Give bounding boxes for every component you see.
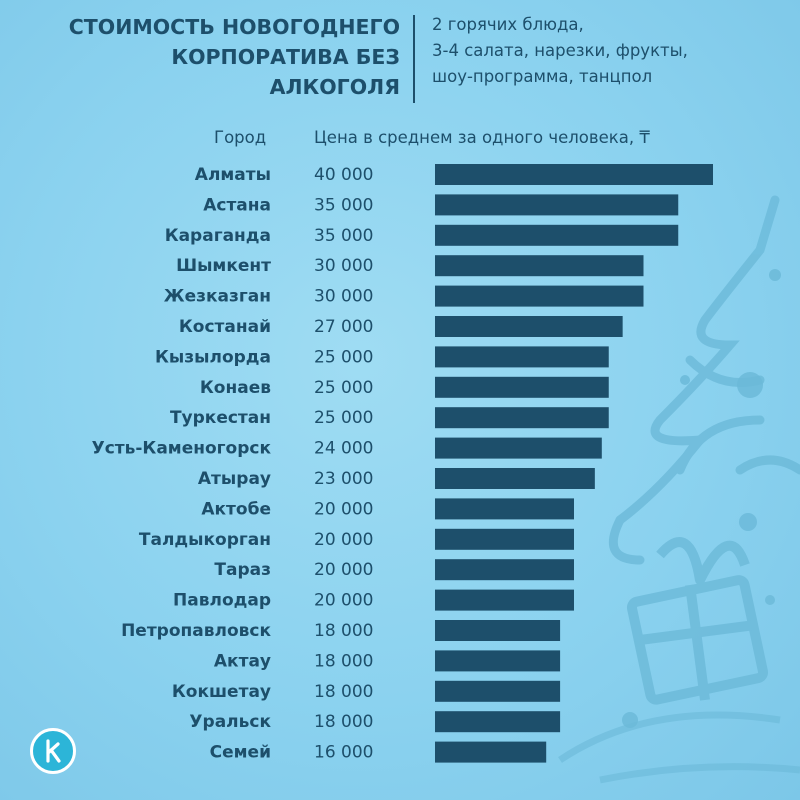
value-label: 30 000: [314, 256, 373, 276]
category-label: Кызылорда: [155, 347, 271, 367]
bar: [435, 559, 574, 581]
value-label: 35 000: [314, 195, 373, 215]
bar: [435, 316, 623, 337]
logo: [30, 728, 76, 774]
bar: [435, 346, 609, 368]
city-column-header: Город: [214, 128, 267, 147]
bar: [435, 528, 574, 550]
title-line-1: СТОИМОСТЬ НОВОГОДНЕГО: [68, 15, 400, 39]
price-column-header: Цена в среднем за одного человека, ₸: [314, 128, 650, 147]
title-line-3: АЛКОГОЛЯ: [269, 75, 400, 99]
bar: [435, 711, 561, 733]
value-label: 18 000: [314, 651, 373, 671]
category-label: Уральск: [189, 712, 271, 732]
bar: [435, 498, 574, 520]
category-label: Астана: [203, 195, 271, 215]
bar: [435, 650, 561, 672]
category-label: Талдыкорган: [139, 530, 271, 550]
subtitle-line-3: шоу-программа, танцпол: [432, 67, 653, 86]
category-label: Караганда: [165, 226, 271, 246]
bar: [435, 285, 644, 307]
bar: [435, 224, 679, 246]
value-label: 24 000: [314, 439, 373, 459]
bar: [435, 589, 574, 611]
bar: [435, 407, 609, 429]
bar: [435, 255, 644, 277]
category-label: Павлодар: [173, 591, 271, 611]
value-label: 20 000: [314, 530, 373, 550]
category-label: Актобе: [201, 499, 271, 519]
title-line-2: КОРПОРАТИВА БЕЗ: [171, 45, 400, 69]
value-label: 16 000: [314, 743, 373, 763]
value-label: 20 000: [314, 591, 373, 611]
value-label: 25 000: [314, 378, 373, 398]
value-label: 20 000: [314, 560, 373, 580]
category-label: Шымкент: [176, 256, 271, 276]
k-letter-icon: [46, 739, 61, 763]
subtitle-line-1: 2 горячих блюда,: [432, 15, 584, 34]
category-label: Актау: [214, 651, 271, 671]
category-label: Костанай: [179, 317, 271, 337]
bar: [435, 437, 602, 459]
value-label: 18 000: [314, 621, 373, 641]
subtitle-line-2: 3-4 салата, нарезки, фрукты,: [432, 41, 688, 60]
value-label: 30 000: [314, 287, 373, 307]
category-label: Кокшетау: [172, 682, 271, 702]
category-label: Туркестан: [170, 408, 271, 428]
category-label: Атырау: [198, 469, 271, 489]
bar: [435, 468, 595, 489]
page-title: СТОИМОСТЬ НОВОГОДНЕГО КОРПОРАТИВА БЕЗ АЛ…: [60, 12, 400, 102]
value-label: 23 000: [314, 469, 373, 489]
category-label: Тараз: [214, 560, 271, 580]
subtitle: 2 горячих блюда, 3-4 салата, нарезки, фр…: [432, 12, 792, 90]
bar: [435, 620, 561, 641]
bar: [435, 680, 561, 702]
value-label: 20 000: [314, 499, 373, 519]
category-label: Алматы: [195, 165, 271, 185]
bar: [435, 164, 713, 185]
title-divider: [413, 15, 415, 103]
value-label: 18 000: [314, 682, 373, 702]
category-label: Жезказган: [164, 287, 271, 307]
category-label: Семей: [210, 743, 271, 763]
category-label: Усть-Каменогорск: [92, 439, 272, 459]
value-label: 25 000: [314, 347, 373, 367]
value-label: 18 000: [314, 712, 373, 732]
bar: [435, 194, 679, 216]
category-label: Конаев: [200, 378, 271, 398]
category-label: Петропавловск: [121, 621, 271, 641]
bar: [435, 741, 547, 763]
value-label: 35 000: [314, 226, 373, 246]
value-label: 27 000: [314, 317, 373, 337]
value-label: 40 000: [314, 165, 373, 185]
value-label: 25 000: [314, 408, 373, 428]
bar: [435, 376, 609, 398]
